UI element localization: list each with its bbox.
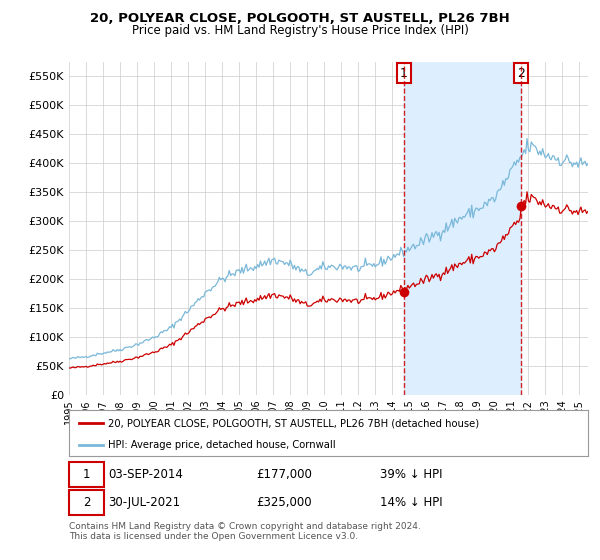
Text: £177,000: £177,000 [256, 468, 312, 481]
Text: 39% ↓ HPI: 39% ↓ HPI [380, 468, 443, 481]
Text: Contains HM Land Registry data © Crown copyright and database right 2024.
This d: Contains HM Land Registry data © Crown c… [69, 522, 421, 542]
Text: 2: 2 [83, 496, 91, 509]
Text: 30-JUL-2021: 30-JUL-2021 [108, 496, 180, 509]
Text: 20, POLYEAR CLOSE, POLGOOTH, ST AUSTELL, PL26 7BH (detached house): 20, POLYEAR CLOSE, POLGOOTH, ST AUSTELL,… [108, 418, 479, 428]
Text: Price paid vs. HM Land Registry's House Price Index (HPI): Price paid vs. HM Land Registry's House … [131, 24, 469, 36]
FancyBboxPatch shape [69, 462, 104, 487]
Text: 2: 2 [517, 67, 525, 80]
Text: 1: 1 [400, 67, 407, 80]
Bar [404, 62, 521, 395]
Text: 14% ↓ HPI: 14% ↓ HPI [380, 496, 443, 509]
Text: 1: 1 [83, 468, 91, 481]
Text: £325,000: £325,000 [256, 496, 311, 509]
Text: 03-SEP-2014: 03-SEP-2014 [108, 468, 183, 481]
FancyBboxPatch shape [69, 490, 104, 515]
Text: HPI: Average price, detached house, Cornwall: HPI: Average price, detached house, Corn… [108, 440, 335, 450]
Text: 20, POLYEAR CLOSE, POLGOOTH, ST AUSTELL, PL26 7BH: 20, POLYEAR CLOSE, POLGOOTH, ST AUSTELL,… [90, 12, 510, 25]
